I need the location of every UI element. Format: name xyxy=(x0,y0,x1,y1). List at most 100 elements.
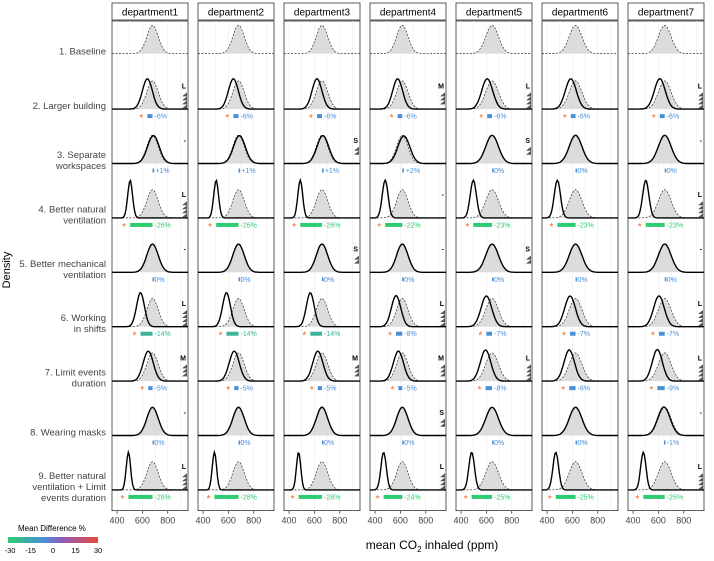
effect-size-glyph xyxy=(698,485,703,490)
row-label-line: 7. Limit events xyxy=(45,368,106,379)
scenario-density-curve xyxy=(628,450,704,491)
difference-label: +1% xyxy=(325,168,339,175)
effect-size-mark: M xyxy=(352,355,358,362)
effect-size-glyph xyxy=(354,372,359,377)
significance-marker: * xyxy=(652,113,656,124)
scenario-density-curve xyxy=(542,243,618,273)
scenario-density-curve xyxy=(198,449,274,491)
effect-size-mark: S xyxy=(439,410,444,417)
scenario-density-curve xyxy=(112,291,188,328)
density-row-4-department1: * -26% L xyxy=(112,178,188,233)
legend-tick-label: -15 xyxy=(25,546,36,555)
significance-marker: * xyxy=(302,331,306,342)
row-label-line: 3. Separate xyxy=(57,150,106,161)
x-tick-label: 600 xyxy=(393,516,408,526)
scenario-density-curve xyxy=(370,243,446,273)
baseline-density-fill xyxy=(370,189,446,218)
effect-size-mark: L xyxy=(526,83,531,90)
row-label-line: in shifts xyxy=(74,324,106,335)
baseline-density-fill xyxy=(370,352,446,382)
row-label-line: 4. Better natural xyxy=(38,204,106,215)
scenario-density-curve xyxy=(542,178,618,219)
significance-marker: * xyxy=(479,113,483,124)
difference-bar xyxy=(322,168,324,173)
facet-strip-department3 xyxy=(283,2,361,21)
significance-marker: * xyxy=(464,494,468,505)
significance-marker: * xyxy=(208,222,212,233)
density-row-3-department5: 0% S xyxy=(456,134,532,175)
row-label-line: 8. Wearing masks xyxy=(30,428,106,439)
significance-marker: * xyxy=(310,385,314,396)
effect-size-glyph xyxy=(440,477,445,482)
significance-marker: * xyxy=(376,494,380,505)
density-row-9-department3: * -28% xyxy=(284,452,360,505)
effect-size-glyph xyxy=(526,92,531,97)
density-row-9-department1: * -28% L xyxy=(112,449,188,505)
density-row-6-department6: * -7% xyxy=(542,295,618,342)
difference-bar xyxy=(383,494,403,499)
baseline-density-fill xyxy=(542,135,618,164)
density-row-2-department6: * -6% xyxy=(542,78,618,124)
significance-marker: * xyxy=(377,222,381,233)
scenario-density-curve xyxy=(628,78,704,110)
scenario-density-curve xyxy=(456,78,532,110)
facet-label-department7: department7 xyxy=(638,8,695,19)
significance-marker: * xyxy=(139,113,143,124)
effect-size-glyph xyxy=(182,477,187,482)
difference-label: 0% xyxy=(578,440,588,447)
difference-bar xyxy=(322,277,324,282)
density-row-8-department5: 0% xyxy=(456,406,532,447)
difference-label: -6% xyxy=(578,114,590,121)
baseline-density-curve xyxy=(112,461,188,491)
effect-size-glyph xyxy=(440,473,445,478)
legend-colorbar xyxy=(8,537,98,543)
difference-label: 0% xyxy=(578,277,588,284)
effect-size-mark: M xyxy=(438,355,444,362)
x-tick-label: 400 xyxy=(626,516,641,526)
effect-size-mark: L xyxy=(182,464,187,471)
difference-label: +1% xyxy=(155,168,169,175)
difference-bar xyxy=(214,494,239,499)
baseline-density-fill xyxy=(542,461,618,490)
baseline-density-fill xyxy=(284,298,360,327)
difference-bar xyxy=(487,114,493,119)
baseline-density-fill xyxy=(112,407,188,436)
significance-marker: * xyxy=(465,222,469,233)
significance-marker: * xyxy=(549,222,553,233)
x-tick-label: 600 xyxy=(651,516,666,526)
density-row-6-department4: * -8% L xyxy=(370,294,446,342)
scenario-density-curve xyxy=(112,134,188,165)
x-tick-label: 800 xyxy=(160,516,175,526)
effect-size-glyph xyxy=(526,364,531,369)
difference-bar xyxy=(396,331,403,336)
significance-marker: * xyxy=(562,331,566,342)
row-label-line: 5. Better mechanical xyxy=(19,259,106,270)
effect-size-mark: - xyxy=(184,138,187,145)
difference-bar xyxy=(659,114,665,119)
baseline-density-fill xyxy=(284,80,360,110)
effect-size-glyph xyxy=(440,368,445,373)
effect-size-mark: - xyxy=(700,138,703,145)
baseline-density-fill xyxy=(456,135,532,164)
density-row-2-department2: * -6% xyxy=(198,78,274,124)
row-label-7: 7. Limit events duration xyxy=(45,368,106,390)
effect-size-mark: L xyxy=(698,83,703,90)
density-row-4-department7: * -23% L xyxy=(628,179,704,233)
density-row-5-department7: 0% - xyxy=(628,243,704,284)
difference-label: +2% xyxy=(406,168,420,175)
difference-bar xyxy=(575,168,578,173)
panel-column-department1: * -6% L +1% - * -26% L 0% - * -14% L * -5% M 0% - * -28% L xyxy=(111,20,189,512)
difference-bar xyxy=(152,440,155,445)
effect-size-glyph xyxy=(698,310,703,314)
scenario-density-curve xyxy=(198,243,274,273)
baseline-density-curve xyxy=(198,352,274,382)
effect-size-glyph xyxy=(182,372,187,377)
x-axis-title-main: mean CO xyxy=(366,538,417,552)
effect-size-glyph xyxy=(440,318,445,322)
effect-size-glyph xyxy=(526,259,531,264)
effect-size-glyph xyxy=(526,368,531,373)
difference-bar xyxy=(570,114,576,119)
baseline-density-fill xyxy=(198,461,274,490)
density-row-6-department5: * -7% xyxy=(456,295,532,342)
